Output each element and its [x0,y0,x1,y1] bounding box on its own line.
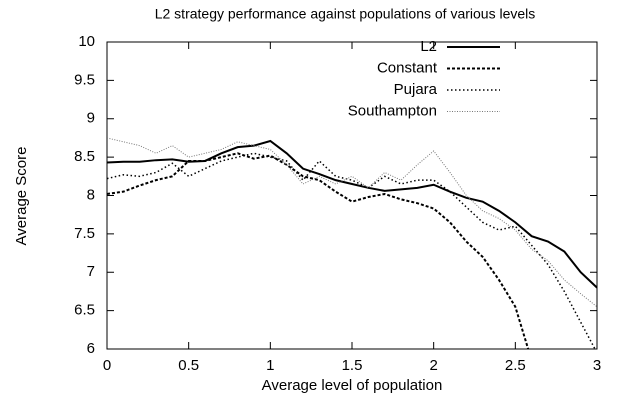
x-tick-label: 2.5 [505,357,526,374]
x-tick-label: 3 [593,357,601,374]
y-tick-label: 8.5 [74,148,95,165]
legend-label: Southampton [348,102,437,119]
legend-label: Pujara [394,81,438,98]
plot-area [107,137,597,349]
legend-label: L2 [420,38,437,55]
y-tick-label: 7.5 [74,225,95,242]
x-tick-label: 0.5 [178,357,199,374]
series-line [107,139,597,289]
y-tick-label: 9.5 [74,71,95,88]
y-tick-label: 6.5 [74,302,95,319]
y-tick-label: 6 [87,340,95,357]
series-line [107,152,530,349]
x-tick-label: 1.5 [342,357,363,374]
x-tick-label: 1 [266,357,274,374]
legend-label: Constant [377,59,438,76]
chart-title: L2 strategy performance against populati… [155,6,536,22]
y-tick-label: 8 [87,186,95,203]
y-axis-label: Average Score [13,147,30,246]
x-tick-label: 0 [103,357,111,374]
series-line [107,137,597,308]
x-axis-label: Average level of population [262,377,443,394]
x-tick-label: 2 [429,357,437,374]
y-tick-label: 7 [87,263,95,280]
y-tick-label: 9 [87,110,95,127]
plot-frame [106,41,598,350]
y-tick-label: 10 [78,33,95,50]
